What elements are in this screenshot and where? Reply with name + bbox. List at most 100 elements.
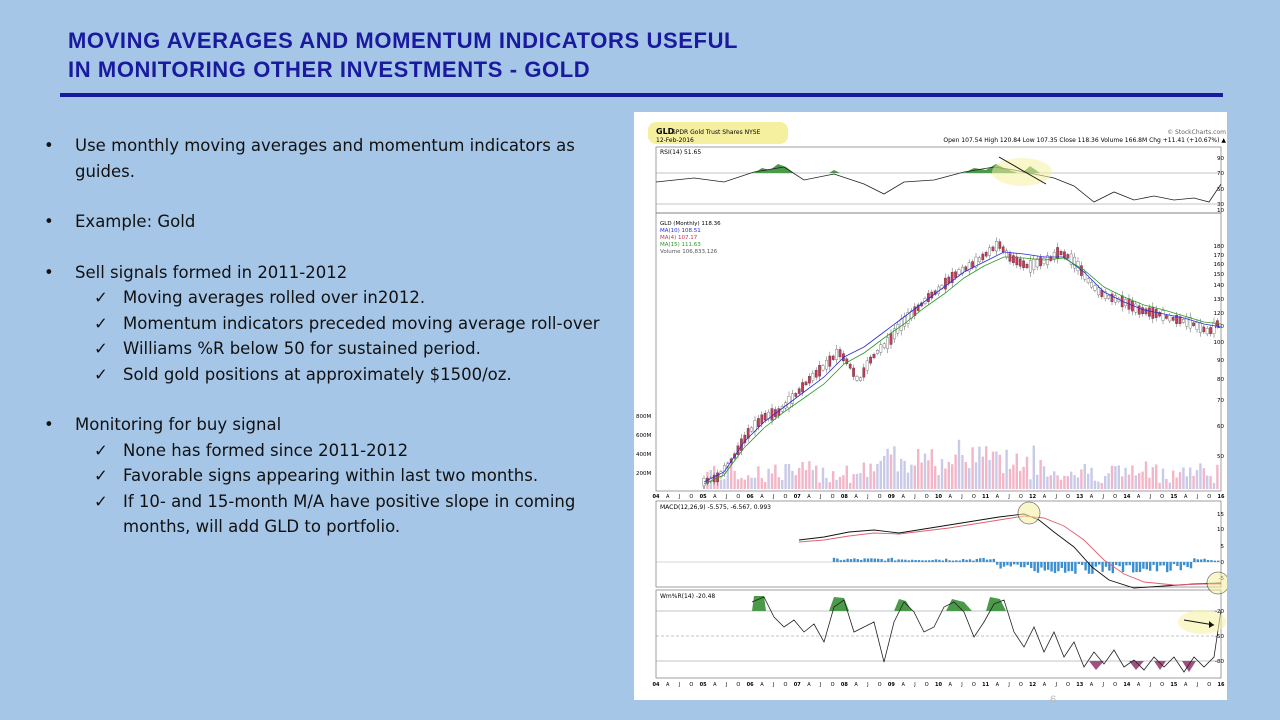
macd-hist-bar (877, 558, 880, 562)
candle-body (964, 266, 968, 271)
x-tick-label: A (760, 494, 764, 500)
volume-bar (1076, 477, 1080, 489)
volume-bar (1195, 470, 1199, 489)
volume-bar (1093, 480, 1097, 489)
volume-bar (998, 454, 1001, 489)
macd-signal-line (798, 515, 1221, 586)
volume-bar (753, 477, 757, 489)
volume-bar (978, 446, 981, 489)
volume-bar (951, 464, 954, 489)
ma10-line (703, 251, 1222, 483)
candle-body (1066, 254, 1070, 259)
bullet-dot-icon: • (44, 136, 54, 155)
macd-hist-bar (1009, 562, 1012, 567)
bullet-text: Sell signals formed in 2011-2012 (75, 262, 348, 282)
macd-hist-bar (1200, 559, 1203, 562)
x-tick-label: O (1066, 494, 1070, 500)
macd-hist-bar (1162, 562, 1165, 566)
macd-hist-bar (917, 560, 921, 562)
sub-bullet-item: ✓ Moving averages rolled over in2012. (44, 285, 634, 311)
volume-bar (1158, 482, 1161, 489)
legend-ma15: MA(15) 111.63 (660, 242, 701, 248)
x-tick-label: J (1007, 494, 1009, 500)
candle-body (1073, 256, 1076, 269)
willr-arrow-head-icon (1209, 621, 1214, 628)
macd-hist-bar (1149, 562, 1152, 571)
macd-hist-bar (1125, 562, 1128, 566)
candle-body (1175, 315, 1178, 324)
x-tick-label: J (960, 682, 962, 688)
volume-bar (784, 464, 787, 489)
macd-hist-bar (968, 559, 972, 562)
macd-hist-bar (1145, 562, 1148, 570)
chart-name: SPDR Gold Trust Shares NYSE (672, 129, 761, 136)
volume-bar (757, 466, 760, 489)
candle-body (862, 367, 866, 378)
volume-bar (1185, 476, 1188, 489)
x-tick-label: 12 (1029, 682, 1036, 688)
x-tick-label: J (960, 494, 962, 500)
candle-body (1171, 317, 1175, 321)
sub-bullet-item: ✓ None has formed since 2011-2012 (44, 438, 634, 464)
macd-hist-bar (1118, 562, 1121, 567)
x-tick-label: A (949, 682, 953, 688)
bullet-dot-icon: • (44, 212, 54, 231)
macd-hist-bar (1064, 562, 1067, 573)
x-tick-label: J (1102, 682, 1104, 688)
x-tick-label: 16 (1218, 682, 1225, 688)
sub-bullet-item: ✓ Sold gold positions at approximately $1… (44, 362, 634, 388)
macd-hist-bar (1019, 562, 1023, 568)
macd-highlight-circle (1017, 501, 1041, 525)
x-tick-label: O (736, 494, 740, 500)
volume-bar (1127, 474, 1131, 489)
x-tick-label: O (1160, 494, 1164, 500)
x-tick-label: A (854, 682, 858, 688)
x-tick-label: O (689, 682, 693, 688)
x-tick-label: 09 (888, 494, 895, 500)
candle-body (1097, 287, 1100, 296)
price-tick: 70 (1217, 398, 1224, 404)
checkmark-icon: ✓ (94, 288, 108, 307)
volume-bar (760, 478, 763, 489)
x-tick-label: A (760, 682, 764, 688)
willr-label: Wm%R(14) -20.48 (660, 593, 715, 600)
volume-bar (1134, 475, 1137, 489)
volume-bar (1165, 478, 1168, 489)
candle-body (777, 408, 781, 416)
x-tick-label: 08 (841, 682, 848, 688)
macd-hist-bar (1074, 562, 1077, 574)
volume-bar (1049, 475, 1052, 489)
x-tick-label: A (1043, 682, 1047, 688)
macd-hist-bar (873, 558, 876, 562)
macd-hist-bar (962, 559, 965, 562)
page-number: 6 (1050, 694, 1057, 706)
volume-bar (964, 461, 967, 489)
macd-tick: 10 (1217, 527, 1224, 533)
price-axis: 180 170 160 150 140 130 120 110 100 90 8… (1214, 244, 1225, 460)
volume-bar (1216, 464, 1219, 489)
candle-body (1188, 316, 1192, 329)
volume-bar (852, 474, 855, 489)
x-tick-label: 14 (1123, 494, 1130, 500)
sub-bullet-text: If 10- and 15-month M/A have positive sl… (123, 491, 576, 537)
macd-hist-bar (1108, 562, 1111, 571)
macd-hist-bar (1142, 562, 1145, 569)
candle-body (1165, 315, 1168, 319)
macd-hist-bar (931, 559, 934, 562)
candle-body (889, 333, 893, 345)
macd-hist-bar (1098, 562, 1101, 565)
volume-bar (1104, 475, 1107, 489)
willr-tick: -80 (1215, 659, 1224, 665)
volume-bar (1070, 471, 1073, 489)
candle-body (944, 277, 947, 290)
chart-symbol: GLD (656, 127, 675, 136)
macd-hist-bar (1196, 559, 1199, 562)
volume-bar (1042, 466, 1046, 489)
volume-bar (818, 482, 821, 489)
candle-body (757, 418, 760, 427)
checkmark-icon: ✓ (94, 491, 108, 511)
volume-bar (903, 460, 906, 489)
willr-tick: -50 (1215, 634, 1224, 640)
x-tick-label: 14 (1123, 682, 1130, 688)
macd-hist-bar (1210, 560, 1213, 562)
